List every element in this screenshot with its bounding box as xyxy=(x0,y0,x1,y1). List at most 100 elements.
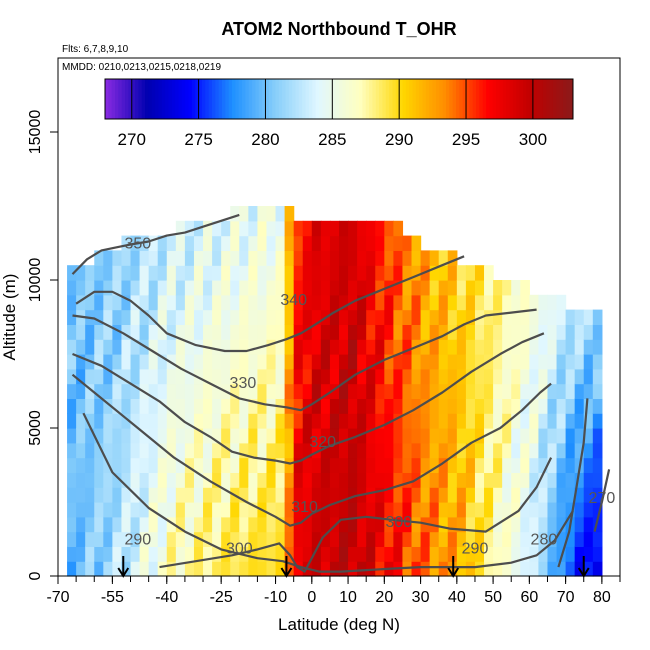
heatmap-cell xyxy=(157,324,168,340)
x-tick-label: 50 xyxy=(484,589,502,606)
heatmap-cell xyxy=(302,324,313,340)
heatmap-cell xyxy=(320,413,331,429)
heatmap-cell xyxy=(67,413,77,429)
heatmap-cell xyxy=(375,339,385,355)
heatmap-cell xyxy=(329,428,340,444)
heatmap-cell xyxy=(420,309,431,325)
heatmap-cell xyxy=(357,457,367,473)
heatmap-cell xyxy=(212,428,222,444)
heatmap-cell xyxy=(148,309,159,325)
heatmap-cell xyxy=(366,413,376,429)
heatmap-cell xyxy=(157,383,168,399)
heatmap-cell xyxy=(212,457,222,473)
heatmap-cell xyxy=(121,339,132,355)
heatmap-cell xyxy=(257,324,268,340)
heatmap-cell xyxy=(275,339,286,355)
heatmap-cell xyxy=(193,546,204,562)
heatmap-cell xyxy=(420,457,431,473)
heatmap-cell xyxy=(139,413,150,429)
colorbar-swatch xyxy=(405,79,410,119)
heatmap-cell xyxy=(257,428,268,444)
heatmap-cell xyxy=(203,265,213,281)
colorbar-swatch xyxy=(402,79,407,119)
heatmap-cell xyxy=(348,339,358,355)
colorbar-swatch xyxy=(375,79,380,119)
colorbar-swatch xyxy=(201,79,206,119)
heatmap-cell xyxy=(529,457,540,473)
colorbar-swatch xyxy=(412,79,417,119)
heatmap-cell xyxy=(76,280,86,296)
heatmap-cell xyxy=(565,561,576,577)
contour-label: 290 xyxy=(124,532,151,549)
heatmap-cell xyxy=(320,546,331,562)
heatmap-cell xyxy=(339,413,349,429)
colorbar-swatch xyxy=(128,79,133,119)
heatmap-cell xyxy=(456,457,467,473)
heatmap-cell xyxy=(203,457,213,473)
heatmap-cell xyxy=(384,398,394,414)
heatmap-cell xyxy=(67,398,77,414)
heatmap-cell xyxy=(85,561,95,577)
heatmap-cell xyxy=(502,309,512,325)
heatmap-cell xyxy=(94,502,104,518)
heatmap-cell xyxy=(175,220,186,237)
heatmap-cell xyxy=(502,324,512,340)
heatmap-cell xyxy=(67,354,77,370)
heatmap-cell xyxy=(438,442,449,459)
heatmap-cell xyxy=(393,457,404,473)
heatmap-cell xyxy=(221,398,231,414)
heatmap-cell xyxy=(456,472,467,488)
colorbar-swatch xyxy=(302,79,307,119)
heatmap-cell xyxy=(357,472,367,488)
heatmap-cell xyxy=(520,309,530,325)
heatmap-cell xyxy=(384,220,394,237)
heatmap-cell xyxy=(556,383,567,399)
heatmap-cell xyxy=(493,324,503,340)
heatmap-cell xyxy=(484,265,494,281)
contour-label: 330 xyxy=(230,375,257,392)
heatmap-cell xyxy=(493,398,503,414)
heatmap-cell xyxy=(130,265,141,281)
heatmap-cell xyxy=(221,413,231,429)
heatmap-cell xyxy=(429,472,440,488)
heatmap-cell xyxy=(293,324,304,340)
heatmap-cell xyxy=(447,442,458,459)
heatmap-cell xyxy=(284,368,295,385)
heatmap-cell xyxy=(574,472,585,488)
heatmap-cell xyxy=(76,265,86,281)
heatmap-cell xyxy=(538,309,549,325)
heatmap-cell xyxy=(329,280,340,296)
colorbar-swatch xyxy=(389,79,393,119)
heatmap-cell xyxy=(547,487,558,503)
heatmap-cell xyxy=(257,206,268,222)
heatmap-cell xyxy=(339,324,349,340)
heatmap-cell xyxy=(592,561,603,577)
heatmap-cell xyxy=(248,472,259,488)
heatmap-cell xyxy=(184,502,195,518)
heatmap-cell xyxy=(302,339,313,355)
heatmap-cell xyxy=(266,546,277,562)
heatmap-cell xyxy=(456,531,467,547)
heatmap-cell xyxy=(511,339,521,355)
heatmap-cell xyxy=(67,383,77,399)
heatmap-cell xyxy=(375,487,385,503)
heatmap-cell xyxy=(474,502,485,518)
heatmap-cell xyxy=(76,354,86,370)
heatmap-cell xyxy=(130,531,141,547)
heatmap-cell xyxy=(348,531,358,547)
heatmap-cell xyxy=(547,428,558,444)
heatmap-cell xyxy=(221,235,231,251)
heatmap-cell xyxy=(484,502,494,518)
colorbar-swatch xyxy=(211,79,216,119)
heatmap-cell xyxy=(465,354,476,370)
heatmap-cell xyxy=(474,472,485,488)
heatmap-cell xyxy=(484,383,494,399)
heatmap-cell xyxy=(103,354,113,370)
contour-label: 340 xyxy=(280,292,307,309)
heatmap-cell xyxy=(284,280,295,296)
heatmap-cell xyxy=(329,502,340,518)
heatmap-cell xyxy=(94,516,104,533)
heatmap-cell xyxy=(94,294,104,311)
heatmap-cell xyxy=(284,220,295,237)
heatmap-cell xyxy=(511,398,521,414)
